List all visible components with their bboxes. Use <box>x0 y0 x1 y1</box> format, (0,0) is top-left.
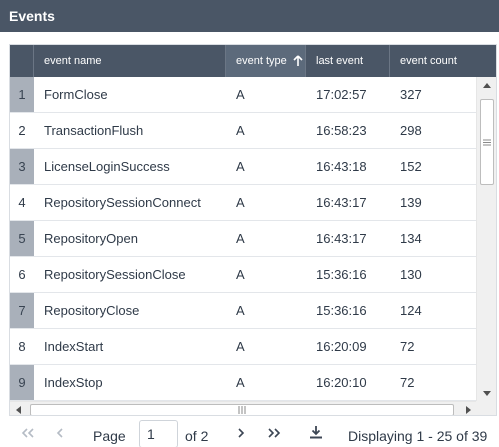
cell-event-name: RepositoryClose <box>44 303 140 318</box>
cell-last-event: 17:02:57 <box>316 87 367 102</box>
cell-event-type: A <box>236 195 245 210</box>
chevron-left-icon <box>56 428 63 438</box>
cell-event-count: 298 <box>400 123 422 138</box>
chevron-right-icon <box>238 428 245 438</box>
caret-left-icon <box>15 406 21 414</box>
cell-last-event: 16:43:18 <box>316 159 367 174</box>
caret-up-icon <box>483 82 491 88</box>
column-header-last-event[interactable]: last event <box>306 45 390 77</box>
column-header-event-type[interactable]: event type <box>226 45 306 77</box>
cell-last-event: 16:20:10 <box>316 375 367 390</box>
cell-event-type: A <box>236 123 245 138</box>
cell-event-name: RepositorySessionClose <box>44 267 186 282</box>
cell-event-name: TransactionFlush <box>44 123 144 138</box>
row-number: 4 <box>18 195 26 210</box>
cell-event-count: 152 <box>400 159 422 174</box>
row-number-header <box>10 45 34 77</box>
export-button[interactable] <box>306 422 326 442</box>
cell-event-count: 139 <box>400 195 422 210</box>
column-header-event-name[interactable]: event name <box>34 45 226 77</box>
cell-event-type: A <box>236 87 245 102</box>
row-number: 3 <box>10 149 34 184</box>
cell-event-count: 134 <box>400 231 422 246</box>
next-page-button[interactable] <box>231 423 251 443</box>
row-number: 8 <box>18 339 26 354</box>
cell-event-count: 130 <box>400 267 422 282</box>
scroll-left-button[interactable] <box>10 402 26 415</box>
horizontal-scrollbar[interactable] <box>10 401 476 415</box>
display-summary: Displaying 1 - 25 of 39 <box>348 428 488 444</box>
table-row[interactable]: 2 TransactionFlush A 16:58:23 298 <box>10 113 476 149</box>
double-chevron-left-icon <box>21 428 34 438</box>
previous-page-button[interactable] <box>50 423 70 443</box>
cell-event-name: FormClose <box>44 87 108 102</box>
cell-event-name: IndexStart <box>44 339 104 354</box>
table-row[interactable]: 3 LicenseLoginSuccess A 16:43:18 152 <box>10 149 476 185</box>
first-page-button[interactable] <box>18 423 38 443</box>
cell-event-type: A <box>236 303 245 318</box>
row-number: 6 <box>18 267 26 282</box>
caret-right-icon <box>465 406 471 414</box>
table-row[interactable]: 5 RepositoryOpen A 16:43:17 134 <box>10 221 476 257</box>
scroll-up-button[interactable] <box>477 77 496 93</box>
caret-down-icon <box>483 390 491 396</box>
cell-last-event: 16:43:17 <box>316 195 367 210</box>
double-chevron-right-icon <box>268 428 281 438</box>
cell-event-type: A <box>236 159 245 174</box>
grid-body: 1 FormClose A 17:02:57 327 2 Transaction… <box>10 77 476 401</box>
cell-event-count: 124 <box>400 303 422 318</box>
cell-event-count: 327 <box>400 87 422 102</box>
horizontal-scroll-thumb[interactable] <box>30 404 454 415</box>
cell-event-type: A <box>236 267 245 282</box>
scroll-down-button[interactable] <box>477 385 496 401</box>
panel-title: Events <box>0 0 499 32</box>
cell-last-event: 15:36:16 <box>316 303 367 318</box>
last-page-button[interactable] <box>264 423 284 443</box>
grid-header: event name event type last event event c… <box>10 45 496 77</box>
column-header-event-count[interactable]: event count <box>400 55 457 67</box>
grip-icon <box>238 406 246 414</box>
cell-event-name: RepositoryOpen <box>44 231 138 246</box>
page-number-input[interactable] <box>139 420 178 447</box>
page-count-label: of 2 <box>185 428 209 444</box>
scroll-right-button[interactable] <box>460 402 476 415</box>
vertical-scroll-thumb[interactable] <box>480 99 494 185</box>
table-row[interactable]: 4 RepositorySessionConnect A 16:43:17 13… <box>10 185 476 221</box>
row-number: 9 <box>10 365 34 400</box>
cell-event-type: A <box>236 231 245 246</box>
table-row[interactable]: 9 IndexStop A 16:20:10 72 <box>10 365 476 401</box>
cell-event-type: A <box>236 339 245 354</box>
table-row[interactable]: 7 RepositoryClose A 15:36:16 124 <box>10 293 476 329</box>
cell-event-count: 72 <box>400 375 415 390</box>
sort-ascending-icon <box>293 55 303 66</box>
cell-event-type: A <box>236 375 245 390</box>
row-number: 2 <box>18 123 26 138</box>
page-label: Page <box>93 428 126 444</box>
row-number: 5 <box>10 221 34 256</box>
row-number: 7 <box>10 293 34 328</box>
cell-last-event: 16:43:17 <box>316 231 367 246</box>
cell-event-count: 72 <box>400 339 415 354</box>
table-row[interactable]: 6 RepositorySessionClose A 15:36:16 130 <box>10 257 476 293</box>
table-row[interactable]: 8 IndexStart A 16:20:09 72 <box>10 329 476 365</box>
column-header-event-type-label: event type <box>236 55 287 67</box>
vertical-scrollbar[interactable] <box>476 77 496 401</box>
cell-last-event: 16:58:23 <box>316 123 367 138</box>
cell-event-name: IndexStop <box>44 375 103 390</box>
scrollbar-corner <box>476 401 496 415</box>
cell-last-event: 16:20:09 <box>316 339 367 354</box>
cell-event-name: RepositorySessionConnect <box>44 195 201 210</box>
grip-icon <box>483 139 491 145</box>
cell-event-name: LicenseLoginSuccess <box>44 159 170 174</box>
events-grid: event name event type last event event c… <box>9 44 497 416</box>
row-number: 1 <box>10 77 34 112</box>
download-icon <box>310 426 322 439</box>
cell-last-event: 15:36:16 <box>316 267 367 282</box>
pagination-toolbar: Page of 2 Displaying 1 - 25 of 39 <box>0 418 499 447</box>
table-row[interactable]: 1 FormClose A 17:02:57 327 <box>10 77 476 113</box>
